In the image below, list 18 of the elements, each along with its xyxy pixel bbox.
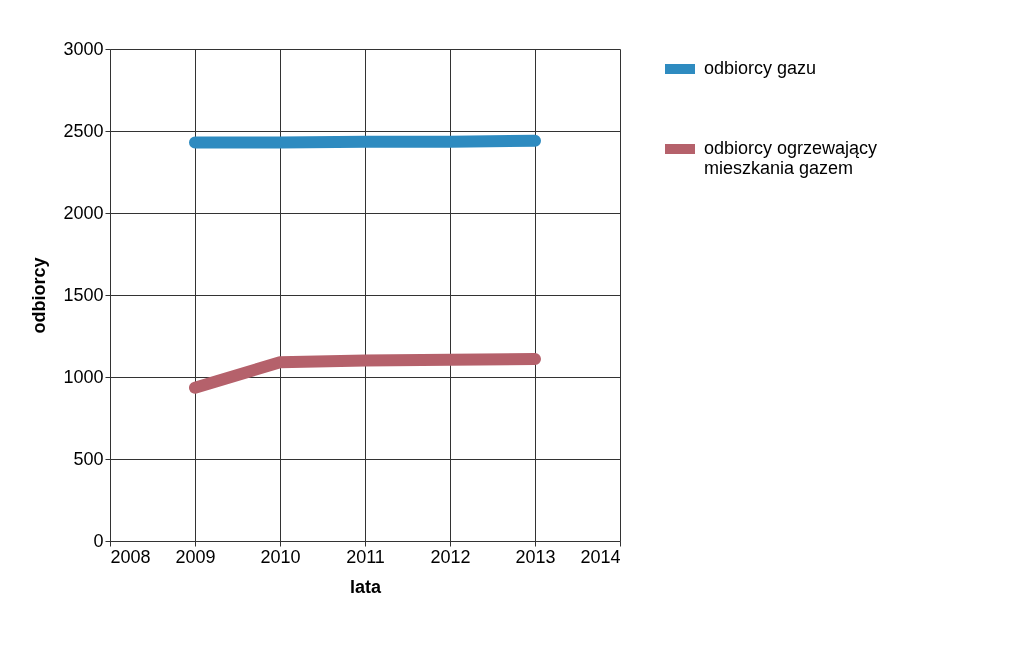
x-tick-label: 2013 xyxy=(515,546,556,567)
y-tick-label: 2000 xyxy=(63,202,104,223)
legend-label: odbiorcy gazu xyxy=(704,58,817,78)
x-tick-label: 2009 xyxy=(175,546,216,567)
y-tick-label: 1500 xyxy=(63,284,104,305)
x-tick-label: 2011 xyxy=(346,546,385,567)
y-tick-label: 500 xyxy=(73,448,104,469)
x-tick-label: 2008 xyxy=(110,546,151,567)
x-tick-label: 2012 xyxy=(430,546,471,567)
x-tick-label: 2010 xyxy=(260,546,301,567)
y-tick-label: 0 xyxy=(93,530,104,551)
x-axis-title: lata xyxy=(349,576,382,597)
legend-label: odbiorcy ogrzewający mieszkania gazem xyxy=(704,138,878,178)
y-tick-label: 1000 xyxy=(63,366,104,387)
y-tick-label: 2500 xyxy=(63,120,104,141)
x-tick-label: 2014 xyxy=(580,546,621,567)
y-tick-label: 3000 xyxy=(63,38,104,59)
y-axis-title: odbiorcy xyxy=(29,257,50,334)
